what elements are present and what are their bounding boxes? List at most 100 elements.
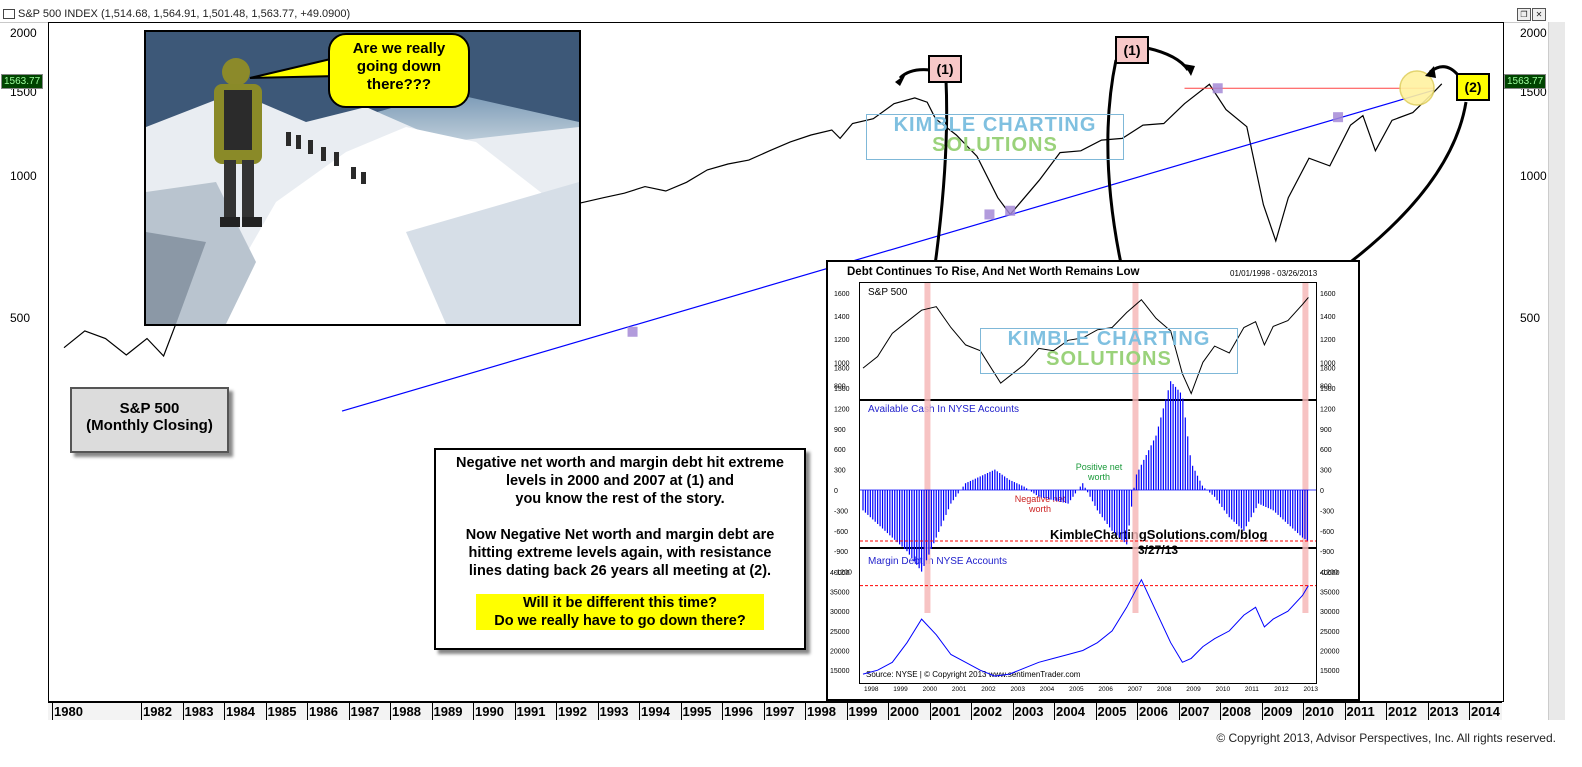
inset-y-tick: 1000 bbox=[834, 360, 850, 367]
inset-y-tick: -600 bbox=[834, 529, 848, 536]
inset-chart-svg: 1600 1600 1400 1400 1200 1200 1000 1000 800 800 18… bbox=[830, 283, 1340, 693]
x-tick-mark bbox=[805, 703, 806, 720]
x-tick-mark bbox=[1303, 703, 1304, 720]
x-tick-label: 1987 bbox=[350, 704, 380, 719]
note-line: levels in 2000 and 2007 at (1) and bbox=[505, 473, 735, 489]
arrow-head-icon bbox=[1425, 66, 1436, 78]
inset-x-tick: 2013 bbox=[1304, 686, 1319, 693]
inset-y-tick: 1600 bbox=[834, 291, 850, 298]
x-tick-mark bbox=[1137, 703, 1138, 720]
apex-highlight-circle bbox=[1399, 70, 1435, 106]
restore-icon[interactable]: ❐ bbox=[1517, 8, 1531, 21]
extreme-band bbox=[924, 283, 931, 613]
x-tick-label: 2007 bbox=[1180, 704, 1210, 719]
inset-x-tick: 1998 bbox=[864, 686, 879, 693]
inset-y-tick: 20000 bbox=[1320, 649, 1340, 656]
extreme-band bbox=[1132, 283, 1139, 613]
positive-net-worth-label: Positive net worth bbox=[1075, 462, 1123, 482]
inset-x-tick: 1999 bbox=[893, 686, 908, 693]
main-watermark: KIMBLE CHARTING SOLUTIONS bbox=[866, 114, 1124, 160]
note-highlight: Will it be different this time? Do we re… bbox=[476, 594, 764, 630]
inset-y-tick: 0 bbox=[1320, 488, 1324, 495]
x-tick-label: 2004 bbox=[1056, 704, 1085, 719]
y-tick-label: 500 bbox=[1520, 311, 1541, 325]
inset-title: Debt Continues To Rise, And Net Worth Re… bbox=[847, 266, 1140, 278]
inset-y-tick: 1000 bbox=[1320, 360, 1336, 367]
x-tick-mark bbox=[52, 703, 53, 720]
x-tick-label: 1998 bbox=[807, 704, 836, 719]
x-tick-label: 1997 bbox=[765, 704, 795, 719]
panel-label-cash: Available Cash In NYSE Accounts bbox=[868, 404, 1020, 415]
inset-panel-cash bbox=[859, 399, 1317, 549]
x-tick-label: 1993 bbox=[599, 704, 629, 719]
inset-x-tick: 2001 bbox=[952, 686, 967, 693]
inset-y-tick: 900 bbox=[1320, 427, 1332, 434]
inset-panel-margin bbox=[859, 547, 1317, 684]
note-line: Negative net worth and margin debt hit e… bbox=[456, 455, 784, 471]
inset-y-tick: 800 bbox=[834, 383, 846, 390]
inset-y-tick: 1500 bbox=[1320, 386, 1336, 393]
price-tag-right: 1563.77 bbox=[1504, 74, 1547, 89]
inset-y-tick: 1200 bbox=[834, 337, 850, 344]
panel-label-margin: Margin Debt In NYSE Accounts bbox=[868, 556, 1007, 567]
x-tick-mark bbox=[763, 703, 765, 720]
x-tick-label: 1994 bbox=[641, 704, 670, 719]
x-tick-label: 1984 bbox=[226, 704, 255, 719]
chart-window-title: S&P 500 INDEX (1,514.68, 1,564.91, 1,501… bbox=[18, 8, 351, 20]
inset-y-tick: 1400 bbox=[834, 314, 850, 321]
sp500-sublabel: (Monthly Closing) bbox=[86, 417, 213, 434]
inset-y-tick: 1200 bbox=[1320, 406, 1336, 413]
negative-net-worth-label: Negative net worth bbox=[1014, 494, 1066, 514]
watermark-line: SOLUTIONS bbox=[932, 134, 1058, 156]
inset-x-tick: 2009 bbox=[1186, 686, 1201, 693]
inset-x-tick: 2002 bbox=[981, 686, 996, 693]
climber-speech-callout: Are we really going down there??? bbox=[328, 33, 470, 108]
x-tick-label: 1980 bbox=[54, 704, 83, 719]
inset-y-tick: -300 bbox=[834, 508, 848, 515]
inset-x-tick: 2007 bbox=[1128, 686, 1143, 693]
debt-networth-inset: Debt Continues To Rise, And Net Worth Re… bbox=[826, 260, 1360, 701]
inset-date-range: 01/01/1998 - 03/26/2013 bbox=[1230, 269, 1318, 278]
inset-y-tick: 25000 bbox=[1320, 629, 1340, 636]
callout-line: going down bbox=[356, 58, 442, 75]
x-tick-label: 1992 bbox=[558, 704, 587, 719]
note-line: Now Negative Net worth and margin debt a… bbox=[465, 527, 775, 543]
watermark-line: KIMBLE CHARTING bbox=[1007, 328, 1211, 350]
x-tick-label: 1990 bbox=[475, 704, 504, 719]
x-tick-label: 2012 bbox=[1388, 704, 1417, 719]
close-icon[interactable]: ✕ bbox=[1532, 8, 1546, 21]
x-tick-mark bbox=[1012, 703, 1014, 720]
arrow-to-2007-peak bbox=[1146, 46, 1190, 71]
x-tick-mark bbox=[1178, 703, 1180, 720]
inset-y-tick: 15000 bbox=[1320, 668, 1340, 675]
x-tick-mark bbox=[1386, 703, 1387, 720]
mountain-climbers-photo bbox=[144, 30, 581, 326]
vertical-scrollbar[interactable] bbox=[1548, 22, 1565, 720]
sp500-label-box: S&P 500 (Monthly Closing) bbox=[70, 387, 229, 453]
x-tick-mark bbox=[265, 703, 267, 720]
inset-panel-sp500 bbox=[859, 282, 1317, 401]
inset-y-tick: 1500 bbox=[834, 386, 850, 393]
x-tick-mark bbox=[1054, 703, 1055, 720]
x-tick-label: 2001 bbox=[931, 704, 961, 719]
x-tick-mark bbox=[1427, 703, 1429, 720]
x-tick-mark bbox=[514, 703, 516, 720]
inset-y-tick: 1800 bbox=[1320, 366, 1336, 373]
x-tick-label: 2013 bbox=[1429, 704, 1459, 719]
callout-line: Are we really bbox=[352, 40, 446, 57]
x-tick-mark bbox=[722, 703, 723, 720]
x-tick-mark bbox=[390, 703, 391, 720]
x-tick-mark bbox=[1095, 703, 1097, 720]
y-tick-label: 1000 bbox=[10, 169, 37, 183]
x-tick-mark bbox=[141, 703, 142, 720]
x-tick-mark bbox=[182, 703, 184, 720]
x-tick-mark bbox=[348, 703, 350, 720]
arrow-to-2000-peak bbox=[898, 68, 931, 80]
x-tick-label: 2009 bbox=[1263, 704, 1293, 719]
support-trendline bbox=[341, 89, 1434, 412]
y-tick-label: 2000 bbox=[1520, 26, 1547, 40]
arrow-head-icon bbox=[895, 74, 906, 86]
inset-y-tick: 35000 bbox=[830, 590, 850, 597]
x-tick-mark bbox=[971, 703, 972, 720]
inset-y-tick: 1200 bbox=[834, 406, 850, 413]
